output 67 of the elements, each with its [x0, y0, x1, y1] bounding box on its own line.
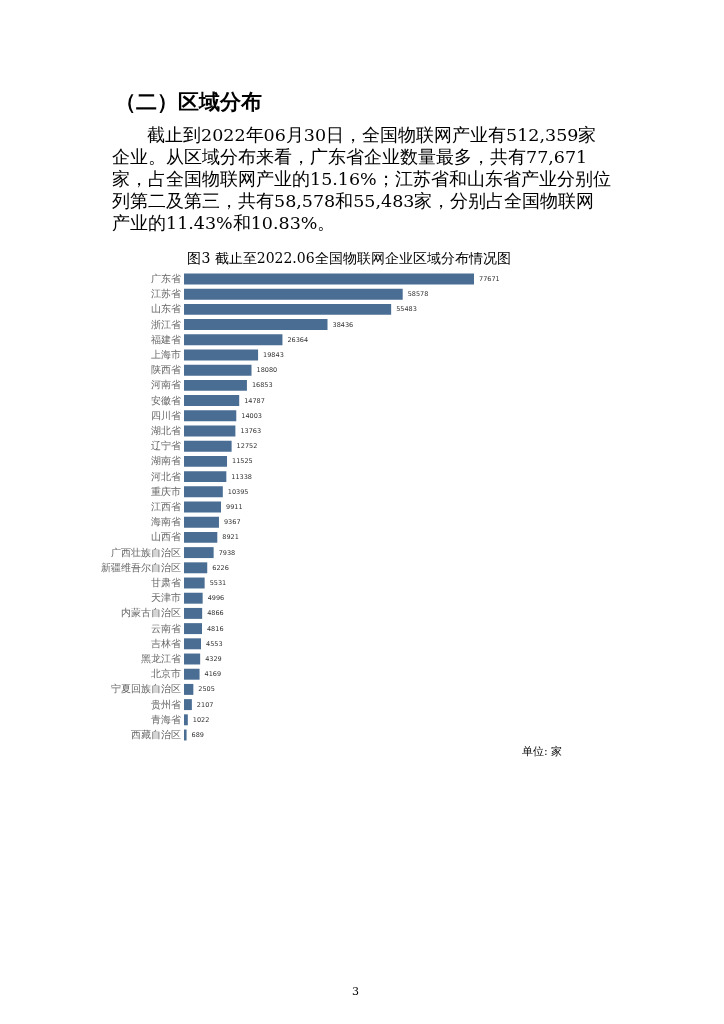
bar [184, 653, 201, 665]
y-tick-label: 青海省 [150, 713, 181, 725]
bar [184, 607, 203, 619]
y-tick-label: 四川省 [150, 409, 181, 421]
bar [184, 683, 194, 695]
text: （二）区域分布 [115, 89, 262, 116]
bar [184, 562, 208, 574]
y-tick-label: 上海市 [150, 348, 181, 360]
bar [184, 486, 223, 498]
y-tick-label: 浙江省 [150, 318, 181, 330]
bar [184, 440, 232, 452]
bar [184, 334, 283, 346]
y-tick-label: 北京市 [150, 668, 181, 680]
y-tick-label: 黑龙江省 [140, 653, 181, 665]
bar [184, 699, 192, 711]
y-tick-label: 宁夏回族自治区 [110, 683, 181, 695]
bar [184, 349, 259, 361]
bar [184, 364, 252, 376]
bar [184, 592, 203, 604]
text: 截止到2022年06月30日，全国物联网产业有512,359家企业。从区域分布来看，广东省企业数量最多，共有77,671家，占全国物联网产业的15.16%；江苏省和山东省产业分别位列第二及第三，共有58,578和55,483家，分别占全国物联网产业的11.43%和10.83%。 [112, 124, 612, 234]
y-tick-label: 广西壮族自治区 [110, 546, 181, 558]
y-tick-label: 山东省 [150, 303, 181, 315]
y-tick-label: 内蒙古自治区 [120, 607, 181, 619]
bar [184, 516, 219, 528]
bar [184, 623, 202, 635]
y-tick-label: 江西省 [150, 501, 181, 512]
y-tick-label: 重庆市 [150, 485, 181, 497]
y-tick-label: 安徽省 [150, 394, 181, 406]
bar [184, 425, 236, 437]
y-tick-label: 湖北省 [150, 425, 181, 436]
y-tick-label: 河南省 [150, 379, 181, 391]
y-tick-label: 新疆维吾尔自治区 [100, 561, 181, 573]
bar [184, 273, 474, 285]
bar [184, 288, 403, 300]
y-tick-label: 西藏自治区 [130, 729, 181, 741]
bar [184, 303, 392, 315]
bar [184, 455, 228, 467]
y-tick-label: 吉林省 [150, 637, 181, 649]
bar [184, 638, 201, 650]
y-tick-label: 江苏省 [150, 288, 181, 300]
bar [184, 379, 247, 391]
bar [184, 395, 240, 407]
y-tick-label: 广东省 [150, 272, 181, 284]
bar [184, 501, 221, 513]
bar [184, 577, 205, 589]
bar [184, 471, 227, 483]
y-tick-label: 山西省 [150, 531, 181, 543]
y-tick-label: 天津市 [150, 592, 181, 604]
text: 单位: 家 [522, 744, 563, 759]
bar [184, 547, 214, 559]
bar [184, 729, 187, 741]
y-tick-label: 辽宁省 [150, 440, 181, 452]
y-tick-label: 陕西省 [150, 364, 181, 376]
y-tick-label: 湖南省 [150, 455, 181, 467]
y-tick-label: 云南省 [150, 622, 181, 634]
text: 3 [352, 985, 359, 998]
y-tick-label: 甘肃省 [150, 577, 181, 588]
bar [184, 531, 218, 543]
chart-title: 图3 截止至2022.06全国物联网企业区域分布情况图 [187, 250, 511, 266]
y-tick-label: 福建省 [150, 333, 181, 345]
bar [184, 410, 237, 422]
bar [184, 319, 328, 331]
y-tick-label: 海南省 [150, 516, 181, 528]
y-tick-label: 河北省 [150, 470, 181, 482]
y-tick-label: 贵州省 [150, 698, 181, 710]
bar [184, 668, 200, 680]
bar [184, 714, 188, 726]
